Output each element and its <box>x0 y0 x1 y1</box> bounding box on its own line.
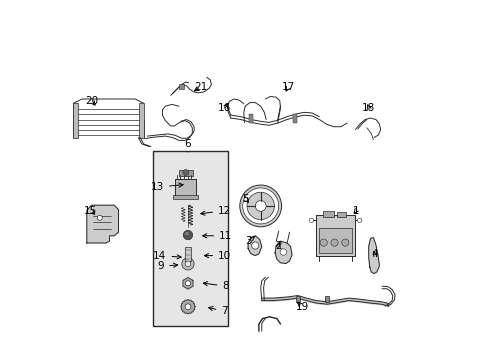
Polygon shape <box>275 241 291 264</box>
Text: 1: 1 <box>352 206 359 216</box>
Circle shape <box>183 170 188 175</box>
Bar <box>322 211 333 217</box>
Circle shape <box>280 249 286 255</box>
Text: 12: 12 <box>201 206 231 216</box>
Circle shape <box>242 188 278 224</box>
Bar <box>292 114 296 123</box>
Bar <box>249 114 252 123</box>
Bar <box>318 228 352 253</box>
Text: 17: 17 <box>281 82 294 92</box>
Circle shape <box>185 232 188 235</box>
Text: 21: 21 <box>194 82 207 92</box>
Text: 18: 18 <box>361 103 375 113</box>
Text: 3: 3 <box>245 236 254 246</box>
Polygon shape <box>87 205 118 243</box>
Circle shape <box>357 218 361 222</box>
Polygon shape <box>181 300 195 314</box>
Circle shape <box>185 261 190 267</box>
Text: 19: 19 <box>295 302 308 312</box>
Circle shape <box>341 239 348 246</box>
Bar <box>295 296 299 302</box>
Circle shape <box>185 281 190 286</box>
Bar <box>152 151 228 326</box>
Text: 2: 2 <box>275 240 282 251</box>
Bar <box>173 195 198 199</box>
Text: 4: 4 <box>371 249 377 259</box>
Circle shape <box>255 201 265 211</box>
Bar <box>337 212 346 217</box>
Text: 9: 9 <box>157 261 177 271</box>
Bar <box>139 103 143 138</box>
Circle shape <box>330 239 337 246</box>
Text: 8: 8 <box>203 281 228 291</box>
Bar <box>175 179 196 196</box>
Text: 10: 10 <box>204 251 231 261</box>
Text: 20: 20 <box>85 96 98 106</box>
Text: 6: 6 <box>184 139 190 152</box>
Bar <box>315 215 355 256</box>
Circle shape <box>182 258 194 270</box>
Bar <box>325 296 329 302</box>
Circle shape <box>97 215 102 220</box>
Circle shape <box>239 185 281 227</box>
Text: 16: 16 <box>218 103 231 113</box>
Polygon shape <box>368 238 379 274</box>
Circle shape <box>251 242 258 249</box>
Circle shape <box>246 192 274 220</box>
Bar <box>179 84 184 89</box>
Bar <box>73 103 78 138</box>
Polygon shape <box>247 236 261 256</box>
Text: 14: 14 <box>153 251 181 261</box>
Text: 11: 11 <box>202 231 232 241</box>
Circle shape <box>185 304 190 310</box>
Text: 7: 7 <box>208 306 227 316</box>
Bar <box>179 170 192 176</box>
Bar <box>184 247 191 261</box>
Polygon shape <box>183 278 193 289</box>
Circle shape <box>320 239 326 246</box>
Circle shape <box>183 230 192 240</box>
Text: 5: 5 <box>242 194 248 204</box>
Text: 13: 13 <box>150 182 183 192</box>
Text: 15: 15 <box>83 206 97 216</box>
Circle shape <box>309 218 313 222</box>
